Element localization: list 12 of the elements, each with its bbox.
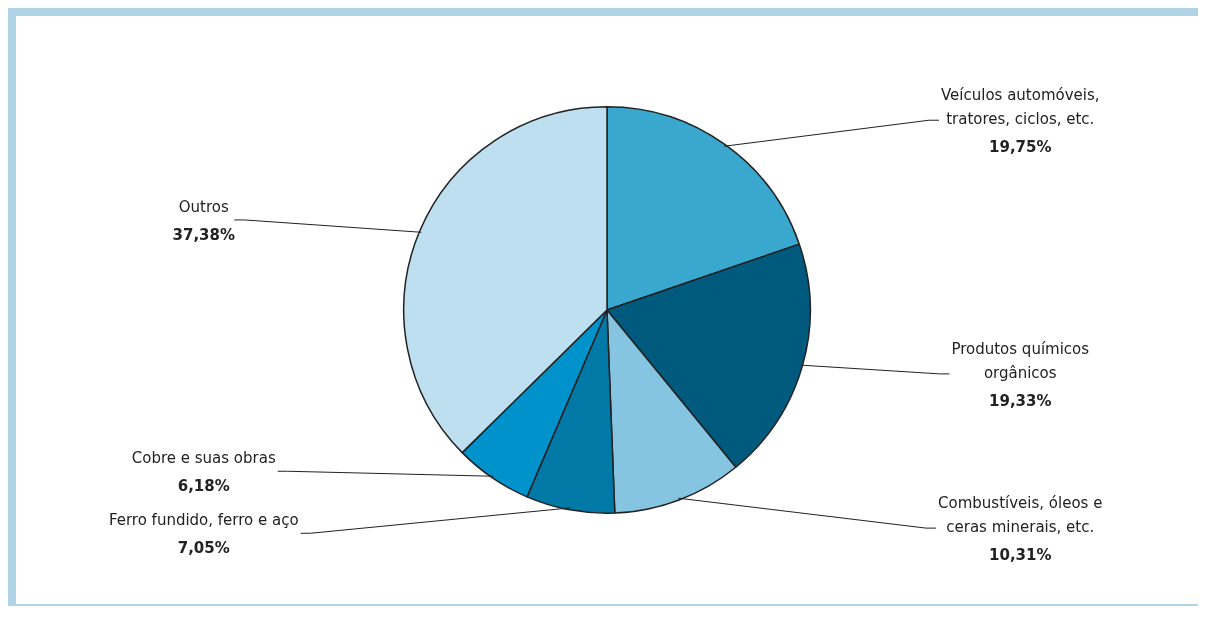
data-label: 19,75% [989,138,1052,157]
slice-label: Veículos automóveis, tratores, ciclos, etc. [940,86,1100,129]
slice-label: Produtos químicos orgânicos [951,339,1090,382]
slice-label: Cobre e suas obras [131,449,276,468]
slice-label: Outros [178,197,229,216]
data-label: 19,33% [989,391,1052,410]
data-label: 10,31% [989,546,1052,565]
data-label: 37,38% [172,225,235,244]
slice-label: Combustíveis, óleos e ceras minerais, etc. [938,494,1103,537]
data-label: 6,18% [177,477,230,496]
slice-label: Ferro fundido, ferro e aço [108,511,299,530]
data-label: 7,05% [177,539,230,558]
